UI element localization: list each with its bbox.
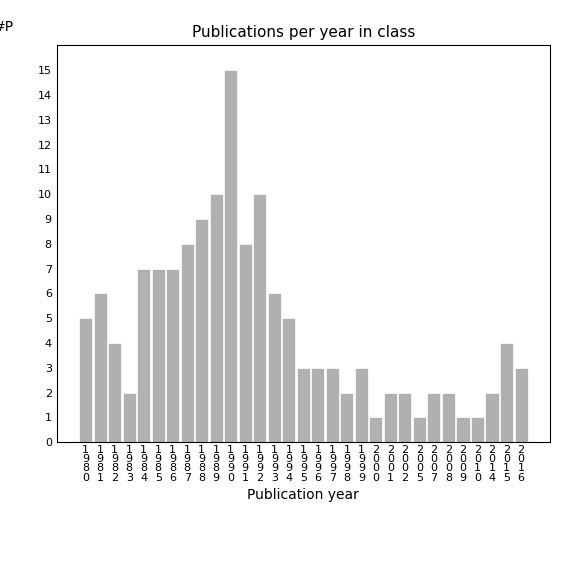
Bar bbox=[166, 269, 179, 442]
Text: #P: #P bbox=[0, 20, 14, 35]
Bar bbox=[253, 194, 266, 442]
Bar bbox=[239, 244, 252, 442]
Bar bbox=[413, 417, 426, 442]
Bar bbox=[94, 294, 107, 442]
Bar bbox=[471, 417, 484, 442]
Bar bbox=[137, 269, 150, 442]
Bar bbox=[311, 368, 324, 442]
Bar bbox=[225, 70, 238, 442]
Title: Publications per year in class: Publications per year in class bbox=[192, 25, 415, 40]
Bar bbox=[195, 219, 208, 442]
Bar bbox=[297, 368, 310, 442]
X-axis label: Publication year: Publication year bbox=[247, 488, 359, 502]
Bar bbox=[442, 393, 455, 442]
Bar bbox=[340, 393, 353, 442]
Bar bbox=[456, 417, 469, 442]
Bar bbox=[428, 393, 441, 442]
Bar bbox=[355, 368, 368, 442]
Bar bbox=[152, 269, 165, 442]
Bar bbox=[326, 368, 339, 442]
Bar bbox=[514, 368, 527, 442]
Bar bbox=[399, 393, 412, 442]
Bar bbox=[485, 393, 498, 442]
Bar bbox=[500, 343, 513, 442]
Bar bbox=[282, 318, 295, 442]
Bar bbox=[369, 417, 382, 442]
Bar bbox=[210, 194, 223, 442]
Bar bbox=[384, 393, 397, 442]
Bar bbox=[108, 343, 121, 442]
Bar bbox=[181, 244, 194, 442]
Bar bbox=[268, 294, 281, 442]
Bar bbox=[122, 393, 136, 442]
Bar bbox=[79, 318, 92, 442]
